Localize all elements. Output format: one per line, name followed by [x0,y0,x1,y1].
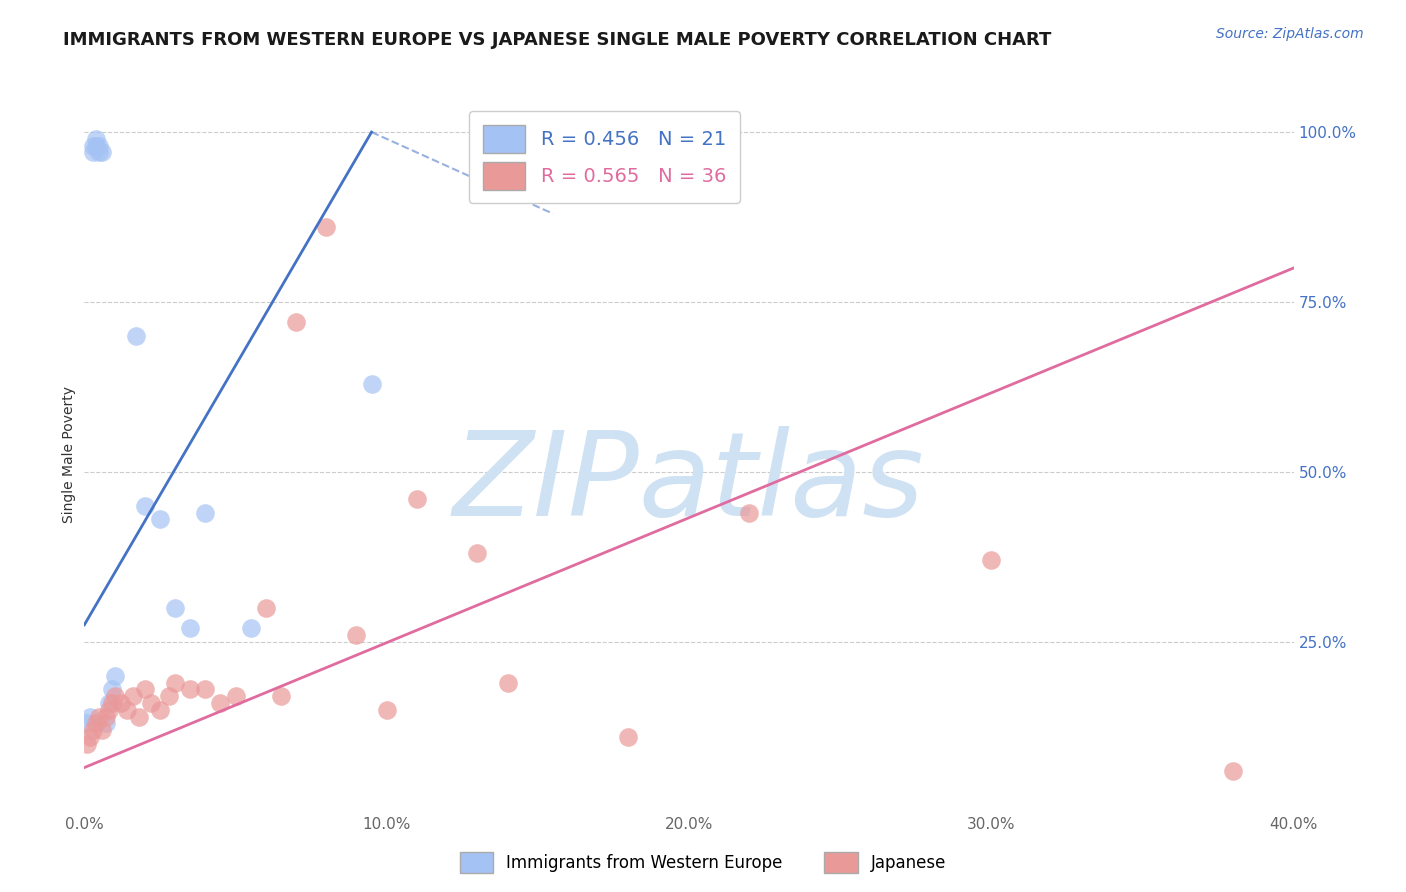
Point [179,621,201,635]
Point [254,600,277,615]
Point [134,499,156,513]
Point [209,696,232,710]
Point [157,689,180,703]
Point [346,628,368,642]
Point [94,709,117,723]
Point [97,696,120,710]
Point [496,675,519,690]
Legend: R = 0.456   N = 21, R = 0.565   N = 36: R = 0.456 N = 21, R = 0.565 N = 36 [470,112,740,203]
Point [738,506,761,520]
Point [194,682,217,697]
Point [270,689,292,703]
Point [89,709,111,723]
Point [97,703,120,717]
Point [89,145,111,160]
Point [86,716,108,731]
Point [134,682,156,697]
Point [76,716,98,731]
Point [86,132,108,146]
Point [79,730,101,744]
Legend: Immigrants from Western Europe, Japanese: Immigrants from Western Europe, Japanese [453,846,953,880]
Point [104,689,127,703]
Point [110,696,132,710]
Point [104,669,127,683]
Point [617,730,640,744]
Point [89,138,111,153]
Y-axis label: Single Male Poverty: Single Male Poverty [62,386,76,524]
Point [285,315,308,329]
Point [121,689,143,703]
Point [165,600,187,615]
Point [149,512,172,526]
Point [239,621,262,635]
Point [375,703,398,717]
Text: ZIPatlas: ZIPatlas [453,426,925,541]
Point [125,329,148,343]
Point [82,723,104,738]
Point [165,675,187,690]
Point [76,737,98,751]
Point [115,703,138,717]
Point [194,506,217,520]
Text: Source: ZipAtlas.com: Source: ZipAtlas.com [1216,27,1364,41]
Point [179,682,201,697]
Point [1222,764,1244,778]
Point [139,696,162,710]
Point [94,716,117,731]
Point [82,145,104,160]
Text: IMMIGRANTS FROM WESTERN EUROPE VS JAPANESE SINGLE MALE POVERTY CORRELATION CHART: IMMIGRANTS FROM WESTERN EUROPE VS JAPANE… [63,31,1052,49]
Point [360,376,382,391]
Point [100,696,122,710]
Point [91,723,114,738]
Point [315,220,337,235]
Point [79,709,101,723]
Point [82,138,104,153]
Point [467,546,489,560]
Point [128,709,150,723]
Point [980,553,1002,567]
Point [91,145,114,160]
Point [100,682,122,697]
Point [406,492,429,507]
Point [86,138,108,153]
Point [149,703,172,717]
Point [225,689,247,703]
